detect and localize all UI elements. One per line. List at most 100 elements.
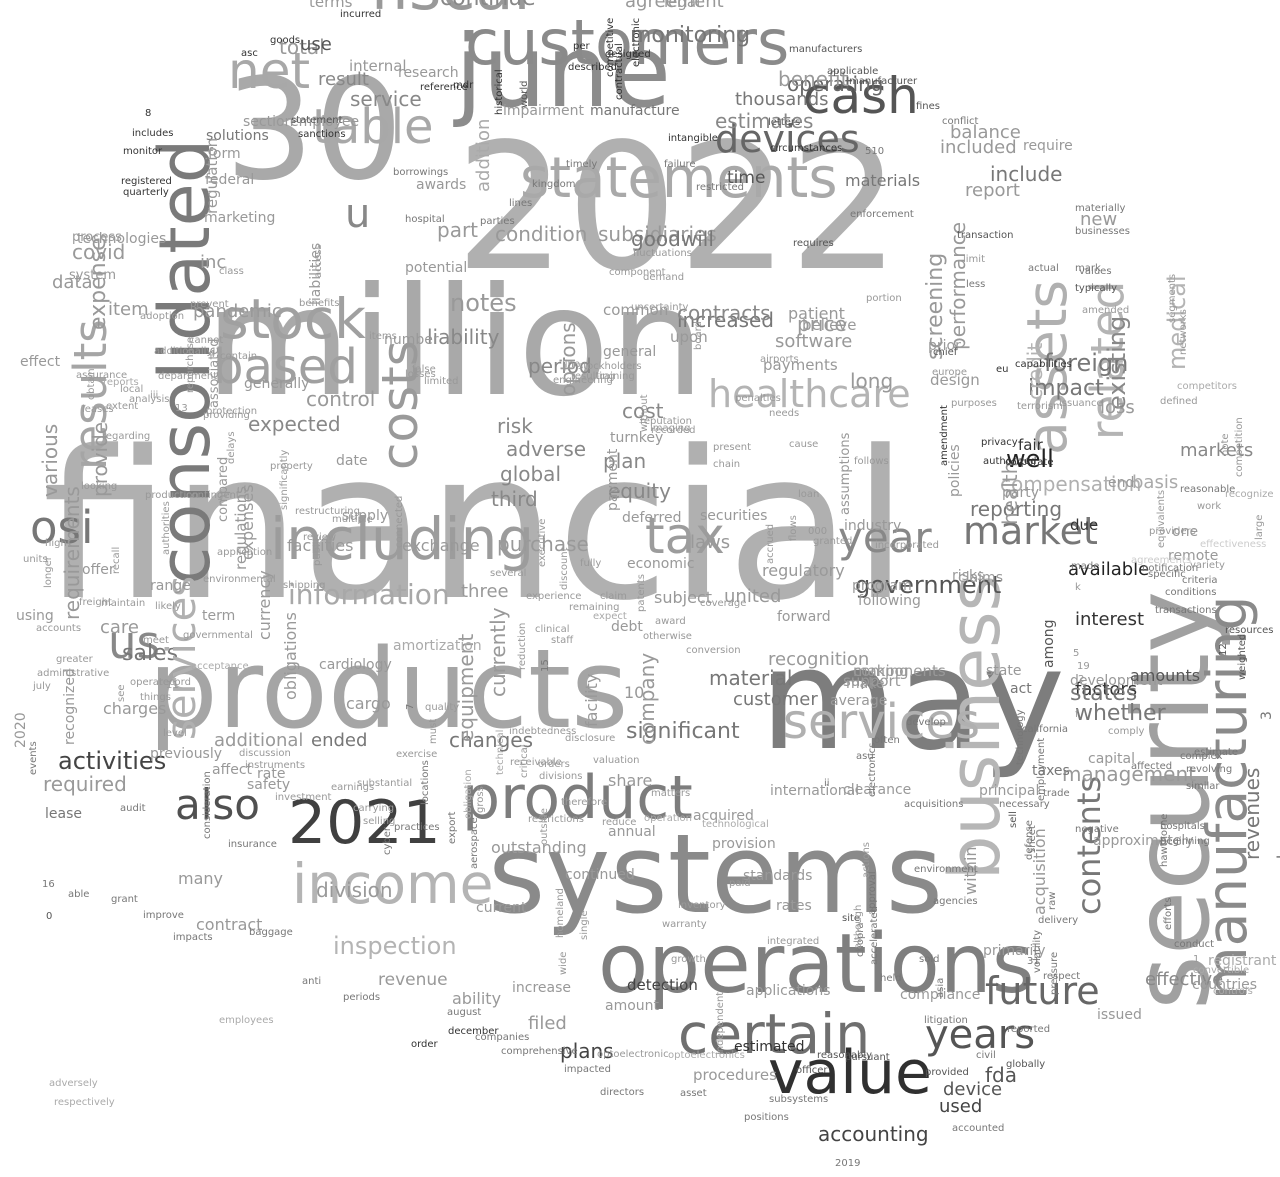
word-divisions: divisions [539,771,583,782]
word-balance: balance [950,122,1021,143]
word-investment: investment [275,792,332,803]
word-including: including [270,505,535,573]
word-claim: claim [600,591,627,602]
word-prior: prior [928,338,961,354]
word-locations: locations [420,760,431,805]
word-limited: limited [424,376,459,387]
word-services: services [783,694,980,750]
word-sell: sell [1008,811,1019,828]
word-uncertainty: uncertainty [631,302,689,313]
word-clinical: clinical [535,624,570,635]
word-must: must [428,718,439,744]
word-authorized: authorized [983,456,1037,467]
word-rates: rates [776,898,812,914]
word-notification: notification [1142,563,1199,574]
word-export: export [447,811,458,844]
word-4: 4 [209,349,216,360]
word-compliance: compliance [900,987,981,1003]
word-also: also [175,780,260,829]
word-experience: experience [526,591,582,602]
word-pressure: pressure [1049,951,1060,995]
word-current: current [476,900,527,916]
word-employment: employment [1036,737,1047,801]
word-improve: improve [143,910,184,921]
word-impacted: impacted [564,1064,611,1075]
word-customers: customers [465,6,790,79]
word-result: result [318,69,369,90]
word-terms: terms [309,0,353,11]
word-significantly: significantly [279,449,290,510]
word-conduct: conduct [1174,939,1215,950]
word-marketing: marketing [204,210,276,226]
word-state: state [986,663,1022,679]
word-operating: operating [787,72,884,96]
word-review: review [303,532,337,543]
word-conflict: conflict [942,116,979,127]
word-principal: principal [979,783,1040,799]
word-expected: expected [248,412,341,436]
word-class: class [219,266,244,277]
word-materially: materially [1075,203,1126,214]
word-audit: audit [120,803,146,814]
word-7: 7 [405,703,416,710]
word-local: local [120,384,144,395]
word-training: training [596,371,635,382]
word-things: things [140,692,171,703]
word-require: require [1023,138,1073,154]
word-required: required [43,772,127,796]
word-forward: forward [777,609,831,625]
word-acquired: acquired [693,808,754,824]
word-greater: greater [56,654,93,665]
word-competition: competition [1234,417,1245,477]
word-wide: wide [558,951,569,975]
word-governmental: governmental [183,630,253,641]
word-restrictions: restrictions [528,814,584,825]
word-warranty: warranty [662,919,707,930]
word-inventory: inventory [678,900,726,911]
word-shares: shares [1273,804,1280,870]
word-acceptance: acceptance [191,661,249,672]
word-growth: growth [671,954,706,965]
word-510: 510 [865,146,885,157]
word-selling: selling [363,816,396,827]
word-june: june [455,13,672,130]
word-actions: actions [861,842,872,878]
word-access: access [313,244,324,278]
word-sold: sold [919,954,940,965]
word-time: time [727,168,766,188]
word-period: period [528,354,592,378]
word-party: party [1002,485,1039,501]
word-many: many [178,869,223,888]
word-component: component [609,267,666,278]
word-application: application [217,547,273,558]
word-term: term [202,608,236,624]
word-orders: orders [538,759,570,770]
word-device: device [943,1079,1003,1100]
word-3: 3 [1259,711,1275,720]
word-registered: registered [121,176,172,187]
word-table: table [312,99,434,155]
word-products: products [148,625,629,753]
word-costs: costs [371,340,429,470]
word-indebtedness: indebtedness [509,726,577,737]
word-existing: existing [1103,315,1131,410]
word-technical: technical [495,729,506,775]
word-applicable: applicable [827,66,879,77]
word-agreement: agreement [625,0,724,12]
word-contract: contract [196,915,263,934]
word-asc: asc [241,48,258,59]
word-timely: timely [566,159,598,170]
word-31: 31 [1027,956,1040,967]
word-customer: customer [733,689,818,710]
word-based: based [213,339,358,395]
word-transactions: transactions [1155,605,1217,616]
word-similar: similar [1186,781,1220,792]
word-reputation: reputation [640,416,692,427]
word-states: states [1070,681,1138,706]
word-covid: covid [72,240,126,264]
word-patient: patient [788,304,845,323]
word-reasonably: reasonably [817,1050,873,1061]
word-borrowings: borrowings [393,167,449,178]
word-turnkey: turnkey [610,430,664,446]
word-valuation: valuation [593,755,640,766]
